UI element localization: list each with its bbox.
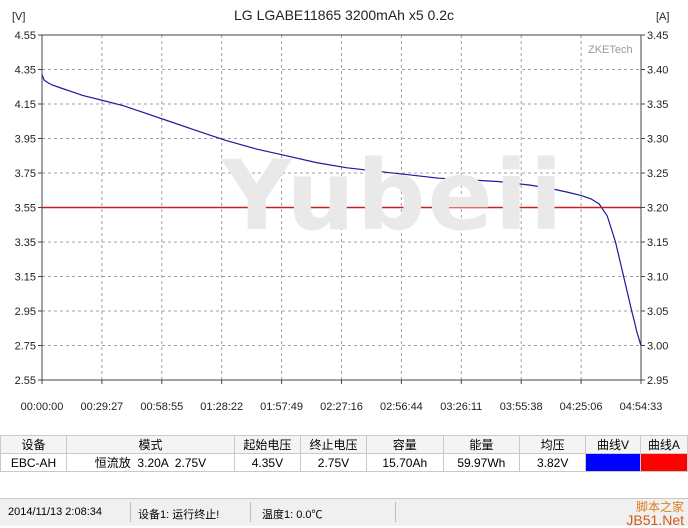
x-tick-label: 02:56:44 (380, 401, 423, 413)
header-capacity: 容量 (366, 435, 444, 454)
curve-v-color-swatch[interactable] (586, 454, 640, 471)
curve-a-swatch-cell[interactable] (639, 453, 688, 472)
cell-avg-voltage: 3.82V (519, 453, 587, 472)
y-left-tick-label: 3.95 (15, 134, 36, 146)
watermark: Yubeii (222, 140, 565, 252)
header-mode: 模式 (66, 435, 235, 454)
y-right-tick-label: 3.10 (647, 272, 668, 284)
site-watermark: 脚本之家 JB51.Net (626, 500, 684, 528)
y-left-tick-label: 4.15 (15, 99, 36, 111)
y-right-tick-label: 3.35 (647, 99, 668, 111)
x-tick-label: 00:00:00 (21, 401, 64, 413)
cell-end-voltage: 2.75V (299, 453, 368, 472)
cell-energy: 59.97Wh (442, 453, 521, 472)
header-device: 设备 (0, 435, 68, 454)
y-right-tick-label: 3.00 (647, 341, 668, 353)
y-right-tick-label: 3.30 (647, 134, 668, 146)
cell-start-voltage: 4.35V (233, 453, 301, 472)
header-end-voltage: 终止电压 (299, 435, 368, 454)
status-divider (395, 502, 396, 522)
y-left-tick-label: 3.55 (15, 203, 36, 215)
x-tick-label: 01:57:49 (260, 401, 303, 413)
cell-capacity: 15.70Ah (366, 453, 444, 472)
x-tick-label: 03:55:38 (500, 401, 543, 413)
status-divider (130, 502, 131, 522)
status-bar: 2014/11/13 2:08:34 设备1: 运行终止! 温度1: 0.0℃ … (0, 498, 688, 528)
curve-a-color-swatch[interactable] (641, 454, 687, 471)
x-tick-label: 00:58:55 (140, 401, 183, 413)
table-header-row: 设备 模式 起始电压 终止电压 容量 能量 均压 曲线V 曲线A (0, 435, 688, 454)
chart: LG LGABE11865 3200mAh x5 0.2c [V] [A] 4.55 4… (12, 7, 669, 413)
status-temperature: 温度1: 0.0℃ (262, 509, 323, 521)
y-left-tick-label: 4.35 (15, 65, 36, 77)
header-start-voltage: 起始电压 (233, 435, 301, 454)
y-left-tick-label: 2.95 (15, 306, 36, 318)
y-right-tick-label: 2.95 (647, 375, 668, 387)
y-left-tick-label: 3.75 (15, 168, 36, 180)
x-tick-label: 02:27:16 (320, 401, 363, 413)
chart-title: LG LGABE11865 3200mAh x5 0.2c (234, 7, 454, 23)
table-row: EBC-AH 恒流放 3.20A 2.75V 4.35V 2.75V 15.70… (0, 453, 688, 472)
y-right-tick-label: 3.40 (647, 65, 668, 77)
header-curve-a[interactable]: 曲线A (639, 435, 688, 454)
y-left-tick-label: 3.35 (15, 237, 36, 249)
y-left-unit: [V] (12, 11, 25, 23)
status-datetime: 2014/11/13 2:08:34 (8, 506, 102, 518)
status-device: 设备1: 运行终止! (138, 509, 220, 521)
cell-mode: 恒流放 3.20A 2.75V (66, 453, 235, 472)
x-tick-label: 00:29:27 (80, 401, 123, 413)
y-right-tick-label: 3.20 (647, 203, 668, 215)
y-right-tick-label: 3.05 (647, 306, 668, 318)
y-right-tick-label: 3.15 (647, 237, 668, 249)
site-domain: JB51.Net (626, 512, 684, 528)
y-right-tick-label: 3.45 (647, 30, 668, 42)
x-tick-label: 04:25:06 (560, 401, 603, 413)
y-left-tick-label: 3.15 (15, 272, 36, 284)
info-table: 设备 模式 起始电压 终止电压 容量 能量 均压 曲线V 曲线A EBC-AH … (0, 435, 688, 472)
header-energy: 能量 (442, 435, 521, 454)
site-name: 脚本之家 (635, 500, 684, 514)
y-right-tick-label: 3.25 (647, 168, 668, 180)
status-divider (250, 502, 251, 522)
y-left-tick-label: 2.55 (15, 375, 36, 387)
cell-device: EBC-AH (0, 453, 68, 472)
x-tick-label: 04:54:33 (620, 401, 663, 413)
y-right-unit: [A] (656, 11, 669, 23)
y-left-tick-label: 2.75 (15, 341, 36, 353)
x-tick-label: 01:28:22 (200, 401, 243, 413)
header-avg-voltage: 均压 (519, 435, 587, 454)
x-tick-label: 03:26:11 (440, 401, 482, 413)
y-left-tick-label: 4.55 (15, 30, 36, 42)
zketech-logo: ZKETech (588, 44, 633, 56)
header-curve-v[interactable]: 曲线V (585, 435, 641, 454)
voltage-series-line (41, 74, 642, 346)
curve-v-swatch-cell[interactable] (585, 453, 641, 472)
